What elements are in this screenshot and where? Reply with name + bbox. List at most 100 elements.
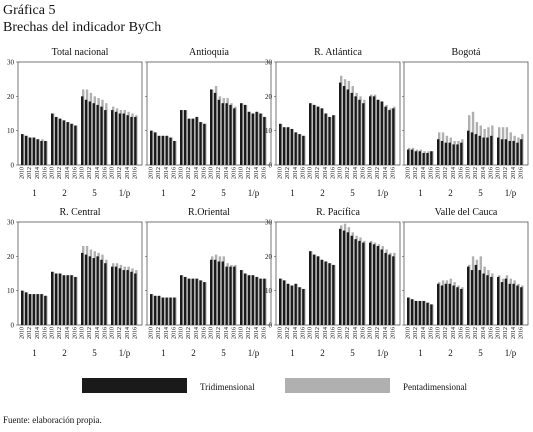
bar-tri xyxy=(221,261,224,325)
year-label: 2012 xyxy=(186,327,192,339)
bar-tri xyxy=(339,82,342,165)
group-label: 1 xyxy=(290,348,295,358)
y-tick-label: 0 xyxy=(11,162,15,170)
bar-tri xyxy=(173,140,176,165)
group-label: 1 xyxy=(161,188,166,198)
year-label: 2016 xyxy=(172,327,178,339)
year-label: 2012 xyxy=(156,167,162,179)
bar-tri xyxy=(426,152,429,165)
bar-tri xyxy=(122,270,125,325)
bar-tri xyxy=(217,99,221,165)
bar-tri xyxy=(183,110,187,165)
panel-title: R.Oriental xyxy=(188,207,230,218)
bar-tri xyxy=(150,294,153,325)
bar-tri xyxy=(422,152,425,165)
bar-tri xyxy=(32,294,35,325)
year-label: 2016 xyxy=(459,167,465,179)
bar-tri xyxy=(320,259,323,325)
bar-tri xyxy=(28,137,32,165)
bar-tri xyxy=(263,116,266,165)
year-label: 2014 xyxy=(254,327,260,339)
y-tick-label: 20 xyxy=(265,93,273,101)
bar-tri xyxy=(426,302,429,325)
bar-tri xyxy=(418,300,421,325)
year-label: 2010 xyxy=(308,167,314,179)
bar-tri xyxy=(388,254,391,325)
group-label: 5 xyxy=(92,188,97,198)
bar-tri xyxy=(430,151,433,165)
bar-tri xyxy=(210,89,213,165)
bar-tri xyxy=(191,118,194,165)
bar-tri xyxy=(74,276,77,325)
bar-tri xyxy=(414,151,418,165)
bar-tri xyxy=(203,282,206,325)
year-label: 2016 xyxy=(202,327,208,339)
year-label: 2014 xyxy=(383,327,389,339)
bar-tri xyxy=(111,266,114,325)
bar-tri xyxy=(66,275,69,325)
bar-tri xyxy=(309,251,312,325)
year-label: 2010 xyxy=(179,327,185,339)
year-label: 2016 xyxy=(489,327,495,339)
bar-tri xyxy=(328,263,331,325)
year-label: 2014 xyxy=(481,327,487,339)
year-label: 2010 xyxy=(368,167,374,179)
bar-tri xyxy=(452,144,455,165)
year-label: 2010 xyxy=(20,327,26,339)
year-label: 2010 xyxy=(110,167,116,179)
bar-tri xyxy=(407,297,410,325)
year-label: 2016 xyxy=(429,327,435,339)
panel-frame xyxy=(17,221,143,326)
bar-tri xyxy=(430,304,433,325)
panel-title: R. Pacífica xyxy=(316,207,360,218)
bar-tri xyxy=(199,122,202,165)
bar-tri xyxy=(332,264,335,325)
year-label: 2012 xyxy=(87,167,93,179)
bar-tri xyxy=(187,118,191,165)
bar-tri xyxy=(74,125,77,165)
bar-tri xyxy=(346,89,350,165)
year-label: 2012 xyxy=(216,167,222,179)
bar-tri xyxy=(460,142,463,165)
year-label: 2016 xyxy=(262,327,268,339)
year-label: 2014 xyxy=(194,167,200,179)
year-label: 2010 xyxy=(149,167,155,179)
bar-tri xyxy=(302,288,305,325)
bar-tri xyxy=(180,275,183,325)
year-label: 2016 xyxy=(232,167,238,179)
bar-tri xyxy=(66,122,69,165)
year-label: 2010 xyxy=(338,327,344,339)
bar-tri xyxy=(44,140,47,165)
bar-tri xyxy=(259,113,262,165)
year-label: 2014 xyxy=(224,327,230,339)
year-label: 2014 xyxy=(164,327,170,339)
bar-tri xyxy=(240,103,243,165)
panel-title: R. Atlántica xyxy=(314,47,362,58)
bar-tri xyxy=(452,285,455,325)
year-label: 2012 xyxy=(246,167,252,179)
bar-tri xyxy=(500,282,504,325)
year-label: 2010 xyxy=(209,327,215,339)
bar-tri xyxy=(474,134,478,165)
panel-title: Bogotá xyxy=(452,47,481,58)
year-label: 2016 xyxy=(232,327,238,339)
panel-frame xyxy=(146,61,272,166)
group-label: 5 xyxy=(350,348,355,358)
year-label: 2014 xyxy=(293,167,299,179)
bar-tri xyxy=(384,252,387,325)
year-label: 2012 xyxy=(375,167,381,179)
year-label: 2014 xyxy=(383,167,389,179)
bar-tri xyxy=(251,275,254,325)
bar-tri xyxy=(40,294,43,325)
bar-tri xyxy=(470,270,474,325)
bar-tri xyxy=(187,278,191,325)
year-label: 2012 xyxy=(156,327,162,339)
year-label: 2016 xyxy=(519,327,525,339)
bar-tri xyxy=(84,99,88,165)
bar-tri xyxy=(504,139,508,165)
bar-tri xyxy=(161,297,164,325)
year-label: 2016 xyxy=(331,327,337,339)
group-label: 1/p xyxy=(248,348,260,358)
legend-label: Pentadimensional xyxy=(403,382,467,392)
bar-tri xyxy=(111,110,114,165)
